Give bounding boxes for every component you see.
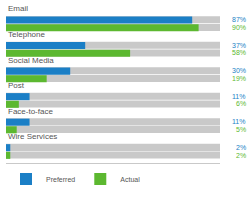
svg-text:2%: 2% [236,152,246,159]
svg-text:Actual: Actual [120,176,140,183]
svg-text:11%: 11% [232,93,246,100]
svg-text:30%: 30% [232,67,246,74]
svg-text:90%: 90% [232,24,246,31]
svg-text:87%: 87% [232,16,246,23]
svg-text:6%: 6% [236,100,246,107]
svg-text:11%: 11% [232,118,246,125]
svg-text:58%: 58% [232,49,246,56]
svg-text:2%: 2% [236,144,246,151]
svg-text:Social Media: Social Media [8,56,54,65]
svg-text:Email: Email [8,4,28,13]
svg-text:37%: 37% [232,42,246,49]
svg-text:Preferred: Preferred [46,176,75,183]
svg-text:Telephone: Telephone [8,30,45,39]
svg-text:Post: Post [8,81,25,90]
svg-text:19%: 19% [232,75,246,82]
svg-text:Wire Services: Wire Services [8,132,57,141]
svg-text:Face-to-face: Face-to-face [8,107,53,116]
svg-text:5%: 5% [236,126,246,133]
